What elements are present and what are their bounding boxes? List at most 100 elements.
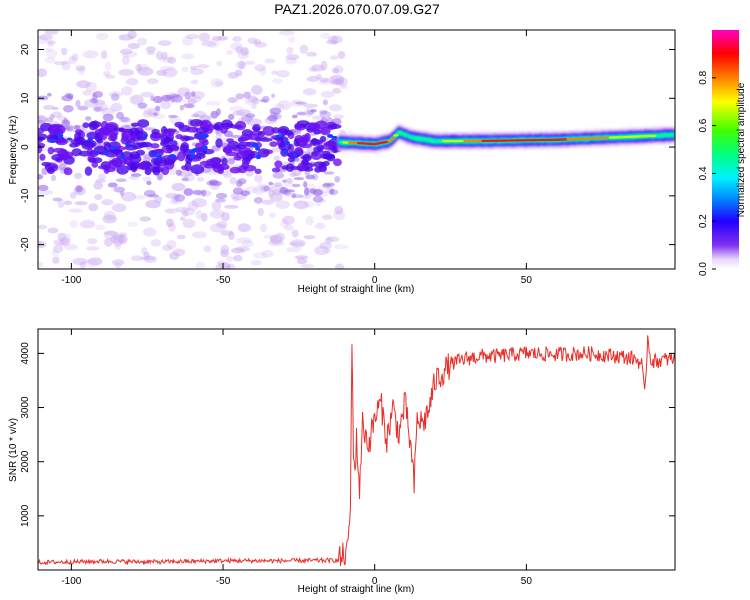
heatmap-blob <box>100 120 109 131</box>
heatmap-core <box>67 137 73 141</box>
heatmap-ridge-core <box>396 131 402 134</box>
heatmap-speckle <box>252 252 268 259</box>
heatmap-blob <box>297 163 305 172</box>
heatmap-speckle <box>333 114 345 120</box>
heatmap-speckle <box>110 93 120 101</box>
heatmap-speckle <box>235 246 251 253</box>
heatmap-speckle <box>269 111 279 120</box>
heatmap-speckle <box>320 32 331 39</box>
heatmap-speckle <box>290 100 305 107</box>
heatmap-blob <box>234 120 247 131</box>
heatmap-speckle <box>306 75 320 82</box>
heatmap-speckle <box>118 68 135 77</box>
heatmap-speckle <box>274 232 285 242</box>
heatmap-speckle <box>52 106 59 111</box>
heatmap-speckle <box>269 192 283 202</box>
heatmap-speckle <box>291 183 301 188</box>
heatmap-speckle <box>272 78 284 84</box>
heatmap-blob <box>71 148 82 157</box>
colorbar <box>712 30 739 269</box>
heatmap-speckle <box>241 240 254 248</box>
heatmap-core <box>201 145 208 151</box>
heatmap-speckle <box>294 255 309 260</box>
heatmap-speckle <box>227 263 236 269</box>
heatmap-speckle <box>61 119 71 127</box>
heatmap-speckle <box>303 235 316 240</box>
heatmap-speckle <box>235 237 252 244</box>
heatmap-speckle <box>94 193 103 201</box>
heatmap-speckle <box>301 263 314 269</box>
heatmap-speckle <box>75 99 81 108</box>
heatmap-speckle <box>283 189 296 193</box>
heatmap-speckle <box>192 231 208 239</box>
heatmap-speckle <box>323 248 331 254</box>
snr-series-line <box>38 335 675 566</box>
heatmap-speckle <box>232 36 242 42</box>
heatmap-blob <box>76 137 87 146</box>
heatmap-speckle <box>311 115 325 120</box>
heatmap-blob <box>287 157 295 163</box>
heatmap-speckle <box>63 200 73 206</box>
heatmap-speckle <box>251 97 260 105</box>
heatmap-blob <box>269 141 278 147</box>
heatmap-speckle <box>237 49 250 60</box>
heatmap-speckle <box>140 91 154 98</box>
heatmap-core <box>197 135 204 139</box>
heatmap-blob <box>273 136 284 141</box>
snr-frame <box>37 328 676 571</box>
heatmap-speckle <box>326 75 341 83</box>
heatmap-speckle <box>259 99 268 103</box>
heatmap-speckle <box>207 38 220 49</box>
heatmap-blob <box>151 128 160 135</box>
heatmap-speckle <box>93 106 101 112</box>
heatmap-speckle <box>331 35 339 45</box>
heatmap-blob <box>180 141 190 152</box>
heatmap-speckle <box>268 181 274 186</box>
heatmap-speckle <box>274 103 285 109</box>
heatmap-speckle <box>142 176 152 182</box>
heatmap-speckle <box>302 88 317 96</box>
heatmap-speckle <box>333 65 344 74</box>
heatmap-speckle <box>38 35 48 45</box>
heatmap-blob <box>190 164 205 175</box>
heatmap-speckle <box>199 114 212 122</box>
heatmap-speckle <box>267 189 275 197</box>
heatmap-speckle <box>177 87 191 97</box>
heatmap-blob <box>225 151 239 157</box>
heatmap-blob <box>139 162 148 170</box>
heatmap-speckle <box>102 113 114 122</box>
snr-x-label: Height of straight line (km) <box>298 584 415 595</box>
heatmap-speckle <box>143 255 158 264</box>
heatmap-speckle <box>61 60 71 71</box>
heatmap-speckle <box>168 114 178 118</box>
heatmap-speckle <box>229 105 244 112</box>
heatmap-speckle <box>98 173 106 181</box>
heatmap-speckle <box>190 79 199 85</box>
heatmap-speckle <box>295 101 307 105</box>
heatmap-speckle <box>226 97 239 103</box>
heatmap-speckle <box>208 179 219 186</box>
heatmap-speckle <box>220 230 234 236</box>
heatmap-speckle <box>77 105 89 111</box>
heatmap-speckle <box>237 223 251 233</box>
heatmap-speckle <box>38 174 44 180</box>
heatmap-speckle <box>110 102 123 112</box>
spectrogram-x-tick-label: 0 <box>372 275 378 286</box>
heatmap-speckle <box>245 170 254 177</box>
heatmap-blob <box>313 161 326 168</box>
heatmap-speckle <box>293 200 309 210</box>
heatmap-speckle <box>87 257 103 266</box>
heatmap-speckle <box>183 188 194 196</box>
heatmap-speckle <box>78 66 85 76</box>
heatmap-speckle <box>103 71 111 77</box>
heatmap-speckle <box>190 91 196 97</box>
heatmap-speckle <box>284 224 294 231</box>
heatmap-speckle <box>319 241 332 250</box>
heatmap-speckle <box>42 105 55 110</box>
heatmap-blob <box>162 130 175 137</box>
heatmap-speckle <box>63 243 79 251</box>
colorbar-tick-label: 0.4 <box>698 166 709 180</box>
heatmap-core <box>251 143 257 148</box>
heatmap-speckle <box>52 197 62 202</box>
heatmap-speckle <box>324 237 333 244</box>
